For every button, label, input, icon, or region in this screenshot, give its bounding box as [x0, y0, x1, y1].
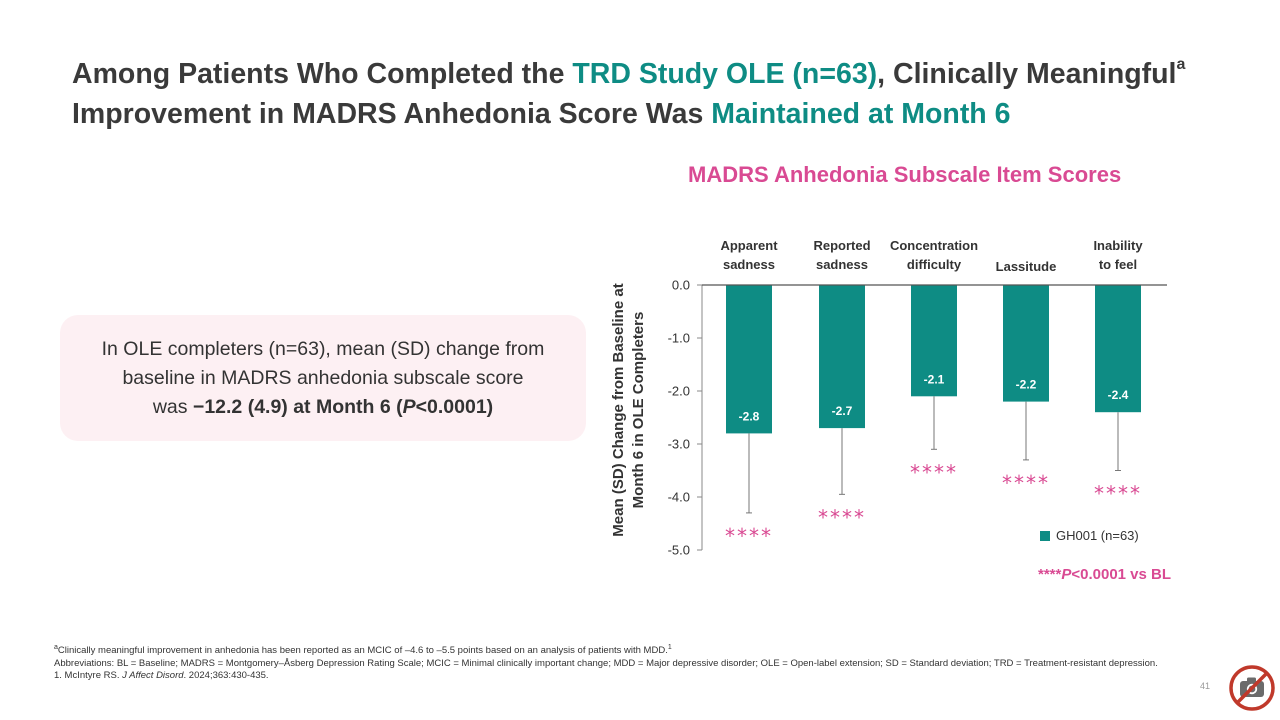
bar-chart: 0.0 -1.0 -2.0 -3.0 -4.0 -5.0 Mean (SD) Change … — [610, 238, 1167, 558]
y-tick-label: -3.0 — [668, 437, 690, 452]
title-text-2: , Clinically Meaningful — [877, 58, 1177, 90]
category-label: difficulty — [907, 257, 962, 272]
reference-1: 1. McIntyre RS. J Affect Disord. 2024;36… — [54, 670, 269, 681]
y-tick-label: -2.0 — [668, 384, 690, 399]
slide-title: Among Patients Who Completed the TRD Stu… — [72, 54, 1222, 134]
y-tick-label: -4.0 — [668, 490, 690, 505]
category-label: Apparent — [720, 238, 778, 253]
chart-legend: GH001 (n=63) — [1040, 528, 1139, 543]
data-label: -2.7 — [832, 404, 853, 418]
category-label: Lassitude — [996, 259, 1057, 274]
title-text-1: Among Patients Who Completed the — [72, 58, 573, 90]
significance-stars: **** — [1002, 471, 1050, 495]
legend-swatch — [1040, 530, 1050, 541]
chart-title: MADRS Anhedonia Subscale Item Scores — [688, 162, 1122, 187]
callout-line-3: was −12.2 (4.9) at Month 6 (P<0.0001) — [152, 395, 494, 418]
data-label: -2.8 — [739, 409, 760, 423]
abbreviations: Abbreviations: BL = Baseline; MADRS = Mo… — [54, 657, 1158, 669]
category-label: to feel — [1099, 257, 1137, 272]
no-photography-icon — [1229, 665, 1275, 711]
callout-line-1: In OLE completers (n=63), mean (SD) chan… — [101, 337, 545, 360]
footnotes: aClinically meaningful improvement in an… — [54, 643, 1174, 683]
bar — [819, 285, 865, 429]
category-label: Reported — [813, 238, 870, 253]
significance-stars: **** — [910, 460, 958, 484]
title-text-3: Improvement in MADRS Anhedonia Score Was — [72, 98, 712, 130]
y-tick-label: -5.0 — [668, 543, 690, 558]
summary-callout: In OLE completers (n=63), mean (SD) chan… — [60, 315, 586, 441]
title-superscript: a — [1176, 56, 1186, 73]
category-label: sadness — [816, 257, 868, 272]
significance-stars: **** — [818, 505, 866, 529]
footnote-a: aClinically meaningful improvement in an… — [54, 643, 672, 656]
title-highlight-2: Maintained at Month 6 — [711, 98, 1011, 130]
y-axis-title-line-1: Mean (SD) Change from Baseline at — [610, 283, 627, 536]
significance-note: ****P<0.0001 vs BL — [1038, 566, 1172, 583]
significance-stars: **** — [1094, 482, 1142, 506]
bar — [911, 285, 957, 397]
legend-label: GH001 (n=63) — [1056, 528, 1139, 543]
category-label: Inability — [1093, 238, 1143, 253]
callout-line-2: baseline in MADRS anhedonia subscale sco… — [122, 366, 524, 389]
bar — [1095, 285, 1141, 413]
data-label: -2.1 — [924, 372, 945, 386]
bar — [1003, 285, 1049, 402]
data-label: -2.4 — [1108, 388, 1129, 402]
data-label: -2.2 — [1016, 378, 1037, 392]
page-number: 41 — [1200, 681, 1211, 691]
y-tick-label: -1.0 — [668, 331, 690, 346]
y-axis-title-line-2: Month 6 in OLE Completers — [630, 312, 647, 509]
category-label: sadness — [723, 257, 775, 272]
y-tick-label: 0.0 — [672, 278, 690, 293]
significance-stars: **** — [725, 524, 773, 548]
bar — [726, 285, 772, 434]
category-label: Concentration — [890, 238, 978, 253]
title-highlight-1: TRD Study OLE (n=63) — [572, 58, 878, 90]
